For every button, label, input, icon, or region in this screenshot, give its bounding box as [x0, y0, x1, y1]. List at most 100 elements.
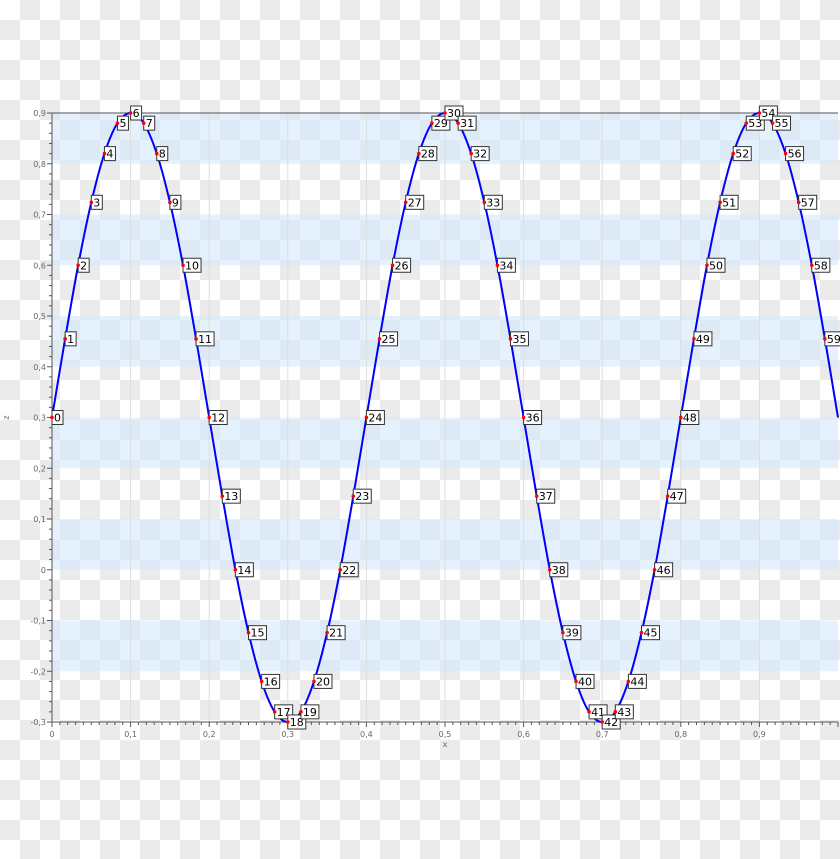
data-point	[456, 121, 460, 125]
point-label: 38	[552, 564, 566, 577]
y-tick-label: 0,4	[33, 363, 46, 372]
data-point	[50, 415, 54, 420]
data-point	[89, 200, 94, 205]
y-tick-label: 0,6	[33, 261, 46, 270]
data-point	[547, 567, 552, 572]
point-label: 37	[539, 490, 553, 503]
point-label: 6	[133, 107, 140, 120]
point-label: 9	[172, 196, 179, 209]
point-label: 35	[512, 333, 526, 346]
y-tick-label: 0,5	[33, 312, 46, 321]
point-label: 25	[382, 333, 396, 346]
x-tick-label: 0,8	[674, 730, 687, 739]
data-point	[796, 200, 801, 205]
point-label: 19	[303, 706, 317, 719]
data-point	[312, 679, 316, 684]
y-tick-label: -0,2	[30, 667, 46, 676]
data-point	[390, 263, 395, 268]
point-label: 12	[211, 412, 225, 425]
point-label: 17	[277, 706, 291, 719]
data-point	[154, 151, 159, 156]
data-point	[417, 151, 421, 156]
y-tick-label: 0,7	[33, 211, 46, 220]
point-label: 50	[709, 259, 723, 272]
data-point	[587, 710, 591, 714]
point-label: 54	[761, 107, 775, 120]
point-label: 42	[604, 716, 618, 729]
data-point	[495, 263, 500, 268]
data-point	[757, 111, 762, 115]
point-label: 52	[735, 148, 749, 161]
y-tick-label: -0,1	[30, 617, 46, 626]
data-point	[377, 337, 382, 341]
point-label: 39	[565, 627, 579, 640]
point-label: 20	[316, 675, 330, 688]
point-label: 41	[591, 706, 605, 719]
point-label: 36	[526, 412, 540, 425]
y-tick-label: 0,3	[33, 414, 46, 423]
point-label: 23	[355, 490, 369, 503]
data-point	[194, 337, 198, 341]
data-point	[364, 415, 369, 420]
data-point	[325, 630, 329, 635]
data-point	[652, 567, 657, 572]
data-point	[482, 200, 487, 205]
point-label: 14	[237, 564, 251, 577]
data-point	[233, 567, 238, 572]
x-tick-label: 0,9	[753, 730, 766, 739]
x-axis-label: x	[443, 740, 448, 749]
point-label: 58	[814, 259, 828, 272]
data-point	[469, 151, 473, 156]
point-label: 15	[251, 627, 265, 640]
data-point	[705, 263, 709, 268]
data-point	[259, 679, 264, 684]
point-label: 31	[460, 117, 474, 130]
point-label: 7	[146, 117, 153, 130]
data-point	[600, 720, 604, 724]
y-axis-label: z	[2, 415, 11, 419]
data-point	[823, 337, 827, 341]
point-label: 43	[617, 706, 631, 719]
data-point	[115, 121, 120, 125]
point-label: 8	[159, 148, 166, 161]
point-label: 28	[421, 148, 435, 161]
x-tick-label: 0,1	[124, 730, 137, 739]
data-point	[770, 121, 775, 125]
data-point	[286, 720, 290, 724]
point-label: 27	[408, 196, 422, 209]
data-point	[731, 151, 736, 156]
data-point	[272, 710, 277, 714]
y-tick-label: 0,9	[33, 109, 46, 118]
y-tick-label: 0	[41, 566, 46, 575]
point-label: 18	[290, 716, 304, 729]
point-label: 26	[395, 259, 409, 272]
data-point	[76, 263, 80, 268]
data-point	[220, 494, 225, 498]
point-label: 47	[670, 490, 684, 503]
data-point	[141, 121, 146, 125]
point-label: 30	[447, 107, 461, 120]
x-tick-label: 0	[49, 730, 54, 739]
point-label: 2	[80, 259, 87, 272]
point-label: 51	[722, 196, 736, 209]
point-label: 32	[473, 148, 487, 161]
y-tick-label: 0,1	[33, 515, 46, 524]
x-tick-label: 0,2	[203, 730, 216, 739]
data-point	[626, 679, 631, 684]
point-label: 1	[67, 333, 74, 346]
data-point	[810, 263, 814, 268]
data-point	[168, 200, 172, 205]
point-label: 53	[748, 117, 762, 130]
point-label: 21	[329, 627, 343, 640]
data-point	[692, 337, 696, 341]
data-point	[403, 200, 408, 205]
data-point	[574, 679, 578, 684]
point-label: 22	[342, 564, 356, 577]
point-label: 13	[224, 490, 238, 503]
x-tick-label: 0,7	[596, 730, 609, 739]
point-label: 29	[434, 117, 448, 130]
data-point	[561, 630, 565, 635]
point-label: 45	[644, 627, 658, 640]
point-label: 4	[106, 148, 113, 161]
